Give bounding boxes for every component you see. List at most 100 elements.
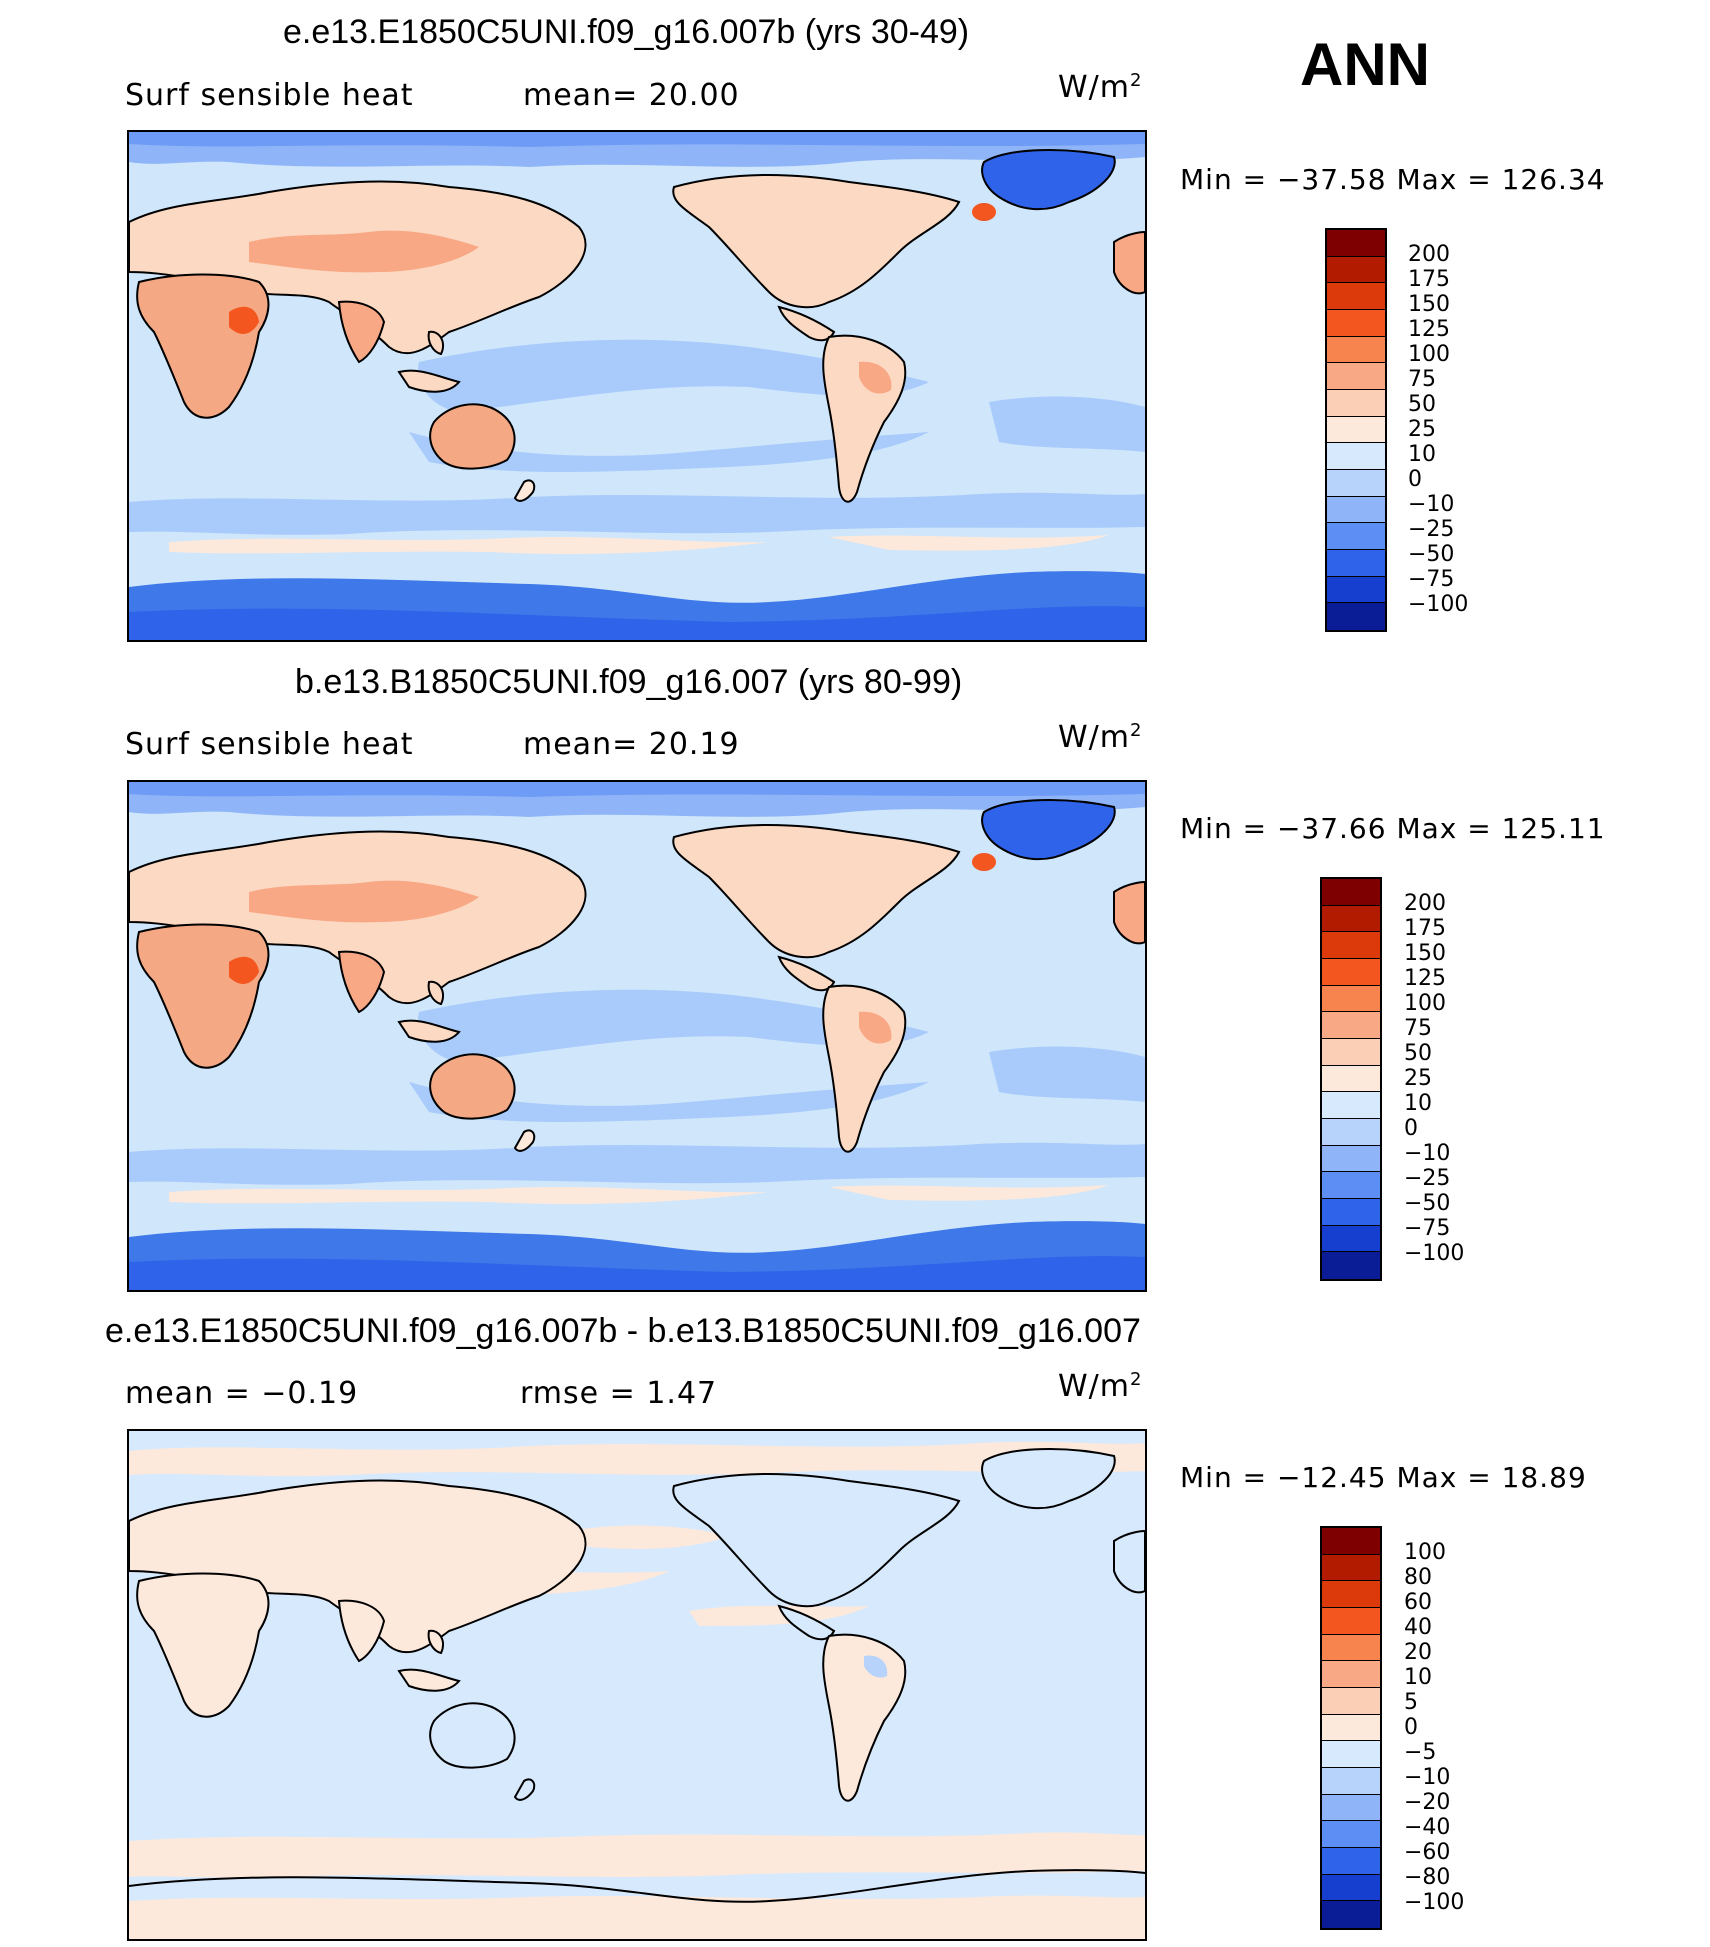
colorbar-label: −75 [1408, 567, 1455, 592]
colorbar-label: 150 [1408, 292, 1450, 317]
colorbar-label: 80 [1404, 1565, 1432, 1590]
colorbar-label: −10 [1404, 1765, 1451, 1790]
colorbar-label: 10 [1408, 442, 1436, 467]
colorbar-swatch [1327, 256, 1385, 284]
colorbar-swatch [1322, 1145, 1380, 1173]
colorbar-swatch [1327, 416, 1385, 444]
colorbar-label: −40 [1404, 1815, 1451, 1840]
colorbar-label: −80 [1404, 1865, 1451, 1890]
panel-3-title: e.e13.E1850C5UNI.f09_g16.007b - b.e13.B1… [105, 1312, 1141, 1350]
colorbar-label: 100 [1408, 342, 1450, 367]
colorbar-label: 60 [1404, 1590, 1432, 1615]
colorbar-swatch [1322, 1714, 1380, 1742]
colorbar-label: 0 [1408, 467, 1422, 492]
panel-2-colorbar-labels: 200 175 150 125 100 75 50 25 10 0 −10 −25 −50 −75 −100 [1404, 891, 1464, 1266]
colorbar-swatch [1327, 469, 1385, 497]
colorbar-swatch [1327, 389, 1385, 417]
colorbar-swatch [1322, 1092, 1380, 1119]
colorbar-label: 175 [1408, 267, 1450, 292]
colorbar-swatch [1327, 283, 1385, 310]
colorbar-label: 125 [1408, 317, 1450, 342]
colorbar-label: −50 [1404, 1191, 1451, 1216]
colorbar-swatch [1322, 1767, 1380, 1795]
colorbar-swatch [1322, 1065, 1380, 1093]
panel-3-map [127, 1429, 1147, 1941]
colorbar-label: 50 [1408, 392, 1436, 417]
colorbar-label: −10 [1408, 492, 1455, 517]
colorbar-swatch [1322, 932, 1380, 959]
colorbar-label: 100 [1404, 1540, 1446, 1565]
colorbar-swatch [1327, 496, 1385, 524]
colorbar-swatch [1322, 985, 1380, 1013]
colorbar-label: 50 [1404, 1041, 1432, 1066]
panel-2-minmax: Min = −37.66 Max = 125.11 [1180, 812, 1606, 845]
panel-1-units: W/m2 [1058, 70, 1143, 105]
colorbar-label: −20 [1404, 1790, 1451, 1815]
colorbar-label: 0 [1404, 1715, 1418, 1740]
colorbar-swatch [1322, 1607, 1380, 1635]
colorbar-swatch [1322, 1634, 1380, 1662]
colorbar-swatch [1327, 576, 1385, 604]
colorbar-swatch [1322, 1794, 1380, 1822]
colorbar-swatch [1322, 1821, 1380, 1848]
colorbar-swatch [1322, 1012, 1380, 1039]
colorbar-label: 200 [1404, 891, 1446, 916]
panel-3-mean: mean = −0.19 [125, 1376, 359, 1411]
colorbar-swatch [1322, 905, 1380, 933]
colorbar-label: 150 [1404, 941, 1446, 966]
panel-2-units: W/m2 [1058, 720, 1143, 755]
colorbar-swatch [1322, 1874, 1380, 1902]
colorbar-label: 25 [1404, 1066, 1432, 1091]
colorbar-swatch [1322, 879, 1380, 906]
colorbar-swatch [1322, 1038, 1380, 1066]
colorbar-swatch [1327, 443, 1385, 470]
panel-1-colorbar [1325, 228, 1387, 632]
panel-2-mean: mean= 20.19 [523, 727, 740, 762]
colorbar-label: 40 [1404, 1615, 1432, 1640]
colorbar-swatch [1322, 958, 1380, 986]
panel-3-rmse: rmse = 1.47 [520, 1376, 718, 1411]
colorbar-label: 10 [1404, 1091, 1432, 1116]
panel-1-colorbar-labels: 200 175 150 125 100 75 50 25 10 0 −10 −25 −50 −75 −100 [1408, 242, 1468, 617]
panel-3-colorbar-labels: 100 80 60 40 20 10 5 0 −5 −10 −20 −40 −60 −80 −100 [1404, 1540, 1464, 1915]
panel-1-variable: Surf sensible heat [125, 78, 414, 113]
colorbar-label: −100 [1404, 1890, 1465, 1915]
panel-3-units: W/m2 [1058, 1369, 1143, 1404]
colorbar-swatch [1322, 1172, 1380, 1199]
colorbar-label: −5 [1404, 1740, 1437, 1765]
colorbar-label: 100 [1404, 991, 1446, 1016]
colorbar-label: 0 [1404, 1116, 1418, 1141]
colorbar-label: 75 [1408, 367, 1436, 392]
colorbar-label: −10 [1404, 1141, 1451, 1166]
colorbar-swatch [1322, 1225, 1380, 1253]
colorbar-label: 20 [1404, 1640, 1432, 1665]
panel-3-colorbar [1320, 1526, 1382, 1930]
colorbar-swatch [1327, 603, 1385, 630]
colorbar-label: −75 [1404, 1216, 1451, 1241]
colorbar-label: −60 [1404, 1840, 1451, 1865]
season-label: ANN [1300, 31, 1430, 98]
colorbar-label: −50 [1408, 542, 1455, 567]
colorbar-label: −100 [1408, 592, 1469, 617]
colorbar-swatch [1327, 549, 1385, 577]
panel-1-mean: mean= 20.00 [523, 78, 740, 113]
panel-2-title: b.e13.B1850C5UNI.f09_g16.007 (yrs 80-99) [295, 663, 963, 701]
colorbar-swatch [1322, 1581, 1380, 1608]
colorbar-swatch [1322, 1198, 1380, 1226]
colorbar-label: −25 [1408, 517, 1455, 542]
colorbar-label: 175 [1404, 916, 1446, 941]
colorbar-label: 5 [1404, 1690, 1418, 1715]
colorbar-swatch [1327, 363, 1385, 390]
colorbar-swatch [1327, 523, 1385, 550]
panel-2-map-svg [129, 782, 1145, 1290]
colorbar-label: 25 [1408, 417, 1436, 442]
panel-2-variable: Surf sensible heat [125, 727, 414, 762]
colorbar-label: 10 [1404, 1665, 1432, 1690]
panel-1-title: e.e13.E1850C5UNI.f09_g16.007b (yrs 30-49… [283, 13, 970, 51]
colorbar-swatch [1327, 336, 1385, 364]
colorbar-label: 125 [1404, 966, 1446, 991]
panel-1-map [127, 130, 1147, 642]
colorbar-label: 75 [1404, 1016, 1432, 1041]
colorbar-swatch [1327, 309, 1385, 337]
colorbar-swatch [1322, 1687, 1380, 1715]
